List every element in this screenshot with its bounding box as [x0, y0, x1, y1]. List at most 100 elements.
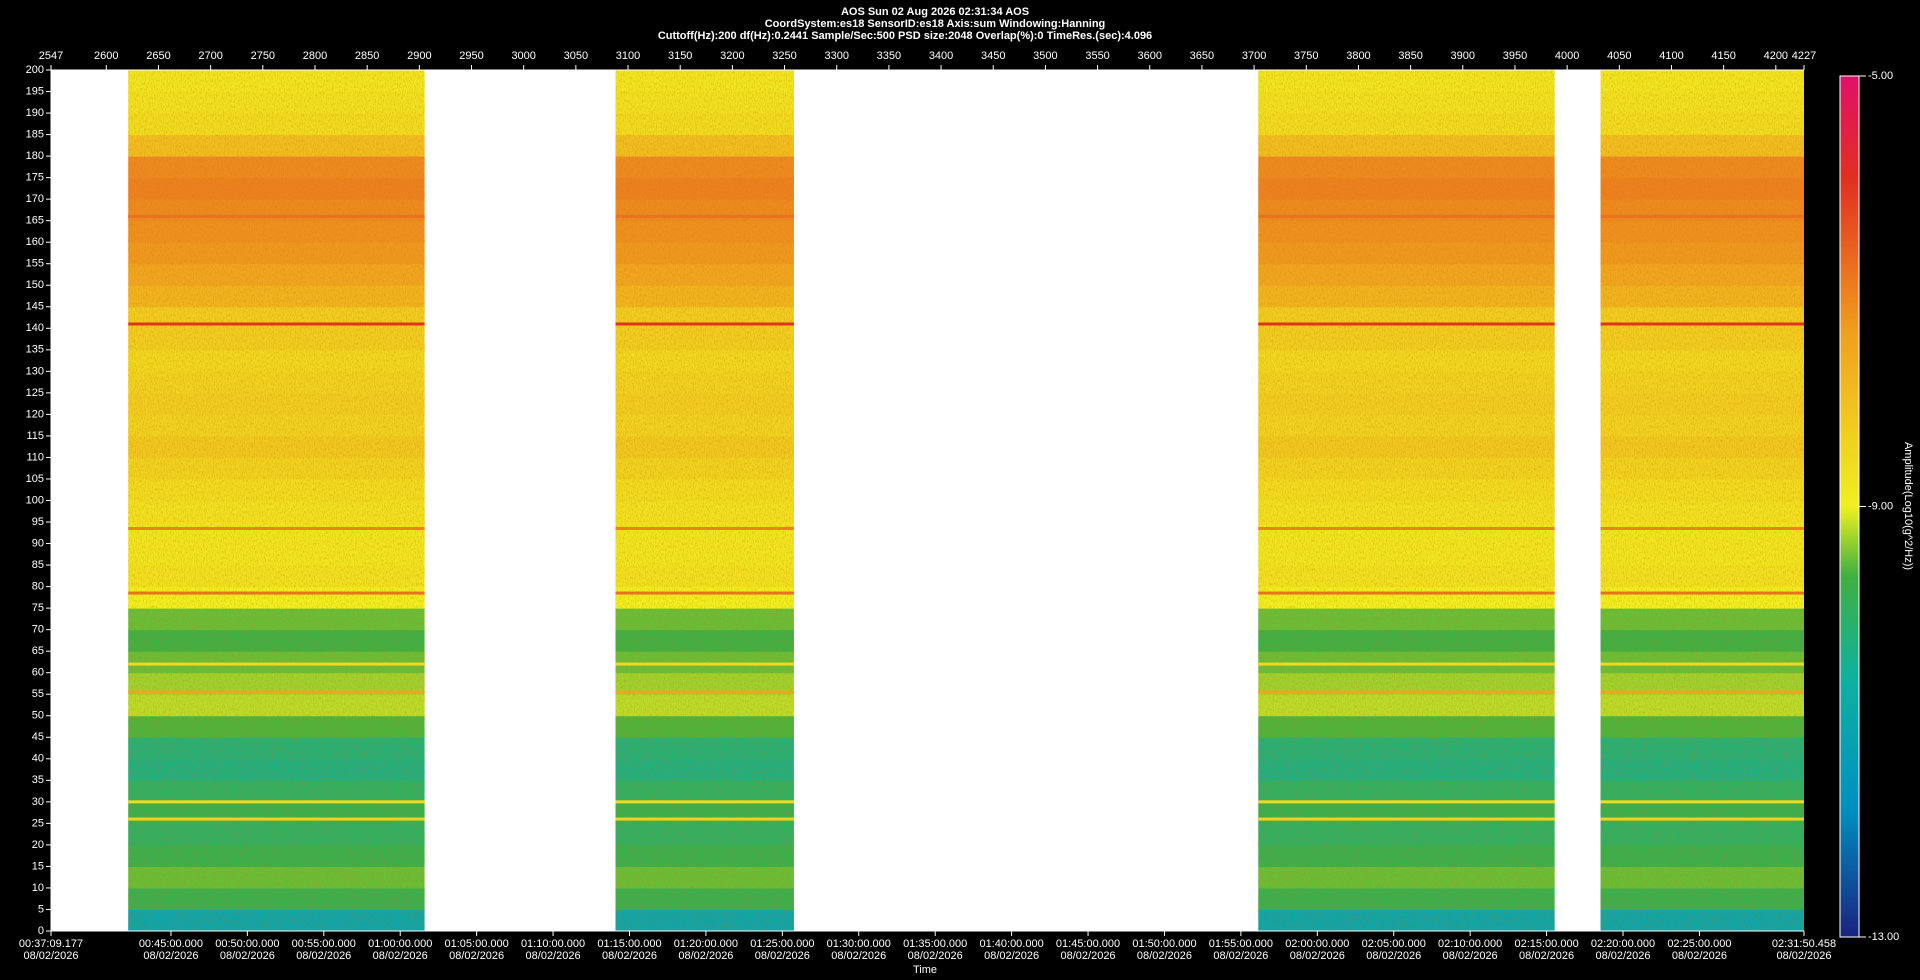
x-top-tick-label: 3300 — [824, 50, 848, 62]
noise-texture — [1600, 70, 1804, 931]
x-top-tick-label: 2547 — [39, 50, 63, 62]
tonal-line — [615, 800, 794, 804]
x-time-tick-date: 08/02/2026 — [602, 950, 657, 962]
y-tick-label: 95 — [32, 516, 44, 528]
x-time-tick-label: 01:30:00.000 — [827, 938, 891, 950]
parameters: Cuttoff(Hz):200 df(Hz):0.2441 Sample/Sec… — [658, 30, 1152, 42]
x-time-tick-label: 01:35:00.000 — [903, 938, 967, 950]
x-time-tick-date: 08/02/2026 — [1290, 950, 1345, 962]
tonal-line — [1258, 817, 1555, 821]
x-time-tick-label: 00:45:00.000 — [139, 938, 203, 950]
x-top-tick-label: 3650 — [1190, 50, 1214, 62]
tonal-line — [615, 662, 794, 666]
x-axis-label: Time — [913, 964, 937, 976]
x-time-tick-date: 08/02/2026 — [678, 950, 733, 962]
x-top-tick-label: 3600 — [1138, 50, 1162, 62]
tonal-line — [1258, 526, 1555, 530]
tonal-line — [128, 817, 425, 821]
y-tick-label: 15 — [32, 860, 44, 872]
y-tick-label: 105 — [26, 473, 44, 485]
y-tick-label: 40 — [32, 753, 44, 765]
x-time-tick-date: 08/02/2026 — [755, 950, 810, 962]
x-time-tick-label: 01:40:00.000 — [979, 938, 1043, 950]
y-tick-label: 90 — [32, 537, 44, 549]
x-top-tick-label: 2850 — [355, 50, 379, 62]
x-time-tick-date: 08/02/2026 — [296, 950, 351, 962]
x-top-tick-label: 3400 — [929, 50, 953, 62]
y-tick-label: 200 — [26, 64, 44, 76]
x-time-tick-label: 01:25:00.000 — [750, 938, 814, 950]
y-tick-label: 20 — [32, 839, 44, 851]
tonal-line — [128, 591, 425, 595]
tonal-line — [1258, 322, 1555, 326]
x-time-tick-date: 08/02/2026 — [984, 950, 1039, 962]
x-top-tick-label: 2700 — [198, 50, 222, 62]
x-top-tick-label: 3750 — [1294, 50, 1318, 62]
x-top-tick-label: 4000 — [1555, 50, 1579, 62]
x-time-tick-date: 08/02/2026 — [1061, 950, 1116, 962]
x-time-tick-date: 08/02/2026 — [831, 950, 886, 962]
y-tick-label: 30 — [32, 796, 44, 808]
tonal-line — [615, 214, 794, 218]
tonal-line — [1600, 800, 1804, 804]
y-tick-label: 50 — [32, 710, 44, 722]
x-top-tick-label: 3700 — [1242, 50, 1266, 62]
x-time-tick-date: 08/02/2026 — [1366, 950, 1421, 962]
tonal-line — [128, 322, 425, 326]
x-time-tick-label: 02:15:00.000 — [1514, 938, 1578, 950]
tonal-line — [1600, 591, 1804, 595]
y-tick-label: 100 — [26, 494, 44, 506]
y-tick-label: 35 — [32, 774, 44, 786]
x-time-tick-date: 08/02/2026 — [526, 950, 581, 962]
x-top-tick-label: 3900 — [1451, 50, 1475, 62]
x-time-tick-label: 02:10:00.000 — [1438, 938, 1502, 950]
y-tick-label: 75 — [32, 602, 44, 614]
tonal-line — [128, 214, 425, 218]
x-top-tick-label: 2600 — [94, 50, 118, 62]
data-segment — [615, 70, 794, 932]
x-time-tick-date: 08/02/2026 — [23, 950, 78, 962]
x-time-tick-label: 01:50:00.000 — [1132, 938, 1196, 950]
x-time-tick-date: 08/02/2026 — [1213, 950, 1268, 962]
y-tick-label: 80 — [32, 581, 44, 593]
tonal-line — [615, 322, 794, 326]
x-top-tick-label: 2750 — [251, 50, 275, 62]
tonal-line — [1600, 817, 1804, 821]
x-time-tick-label: 01:20:00.000 — [674, 938, 738, 950]
tonal-line — [1258, 662, 1555, 666]
x-top-tick-label: 3850 — [1398, 50, 1422, 62]
x-time-tick-date: 08/02/2026 — [1519, 950, 1574, 962]
y-tick-label: 195 — [26, 85, 44, 97]
y-tick-label: 60 — [32, 667, 44, 679]
y-tick-label: 135 — [26, 344, 44, 356]
tonal-line — [1258, 800, 1555, 804]
x-time-tick-date: 08/02/2026 — [1137, 950, 1192, 962]
y-tick-label: 150 — [26, 279, 44, 291]
y-tick-label: 0 — [38, 925, 44, 937]
x-top-tick-label: 4227 — [1792, 50, 1816, 62]
x-time-tick-label: 00:55:00.000 — [292, 938, 356, 950]
tonal-line — [1600, 322, 1804, 326]
tonal-line — [1258, 690, 1555, 694]
x-top-tick-label: 3000 — [511, 50, 535, 62]
x-time-tick-date: 08/02/2026 — [1776, 950, 1831, 962]
x-time-tick-label: 00:50:00.000 — [215, 938, 279, 950]
x-top-tick-label: 3800 — [1346, 50, 1370, 62]
x-time-tick-date: 08/02/2026 — [1595, 950, 1650, 962]
noise-texture — [1258, 70, 1555, 931]
tonal-line — [1600, 662, 1804, 666]
tonal-line — [128, 690, 425, 694]
tonal-line — [1600, 690, 1804, 694]
data-segment — [1600, 70, 1804, 932]
x-time-tick-date: 08/02/2026 — [1443, 950, 1498, 962]
y-tick-label: 45 — [32, 731, 44, 743]
noise-texture — [615, 70, 794, 931]
x-time-tick-label: 01:05:00.000 — [445, 938, 509, 950]
y-tick-label: 70 — [32, 624, 44, 636]
colorbar-label: Amplitude(Log10(g^2/Hz)) — [1902, 442, 1914, 570]
y-tick-label: 115 — [26, 430, 44, 442]
y-tick-label: 185 — [26, 128, 44, 140]
colorbar — [1839, 75, 1860, 938]
x-top-tick-label: 2900 — [407, 50, 431, 62]
y-tick-label: 5 — [38, 903, 44, 915]
